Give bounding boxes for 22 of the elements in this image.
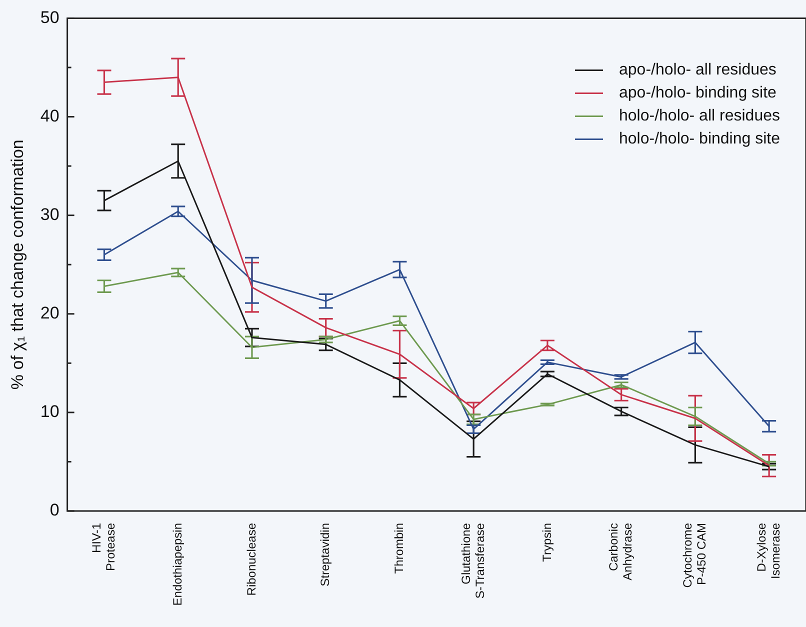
- x-tick-label: HIV-1 Protease: [90, 522, 118, 572]
- x-tick-label: Trypsin: [540, 523, 554, 562]
- x-tick-label: Endothiapepsin: [170, 523, 184, 606]
- y-axis-title: % of χ₁ that change conformation: [8, 140, 27, 390]
- y-tick-label: 20: [40, 304, 60, 323]
- x-tick-label: Thrombin: [392, 523, 406, 574]
- legend-label: holo-/holo- binding site: [619, 130, 780, 148]
- x-tick-label: Cytochrome P-450 CAM: [680, 522, 709, 588]
- y-tick-label: 40: [40, 106, 60, 126]
- x-tick-label: D-Xylose Isomerase: [754, 522, 782, 580]
- x-tick-label: Ribonuclease: [244, 522, 258, 596]
- legend-label: holo-/holo- all residues: [619, 108, 780, 125]
- x-tick-label: Streptavidin: [318, 523, 332, 586]
- y-tick-label: 10: [40, 402, 60, 422]
- y-tick-label: 0: [50, 500, 60, 520]
- x-tick-label: Carbonic Anhydrase: [606, 522, 635, 580]
- x-tick-label: Glutathione S-Transferase: [458, 522, 487, 599]
- legend-label: apo-/holo- binding site: [619, 84, 777, 102]
- y-tick-label: 50: [40, 8, 60, 27]
- legend-label: apo-/holo- all residues: [619, 62, 776, 79]
- y-tick-label: 30: [40, 205, 60, 224]
- point: [466, 414, 482, 426]
